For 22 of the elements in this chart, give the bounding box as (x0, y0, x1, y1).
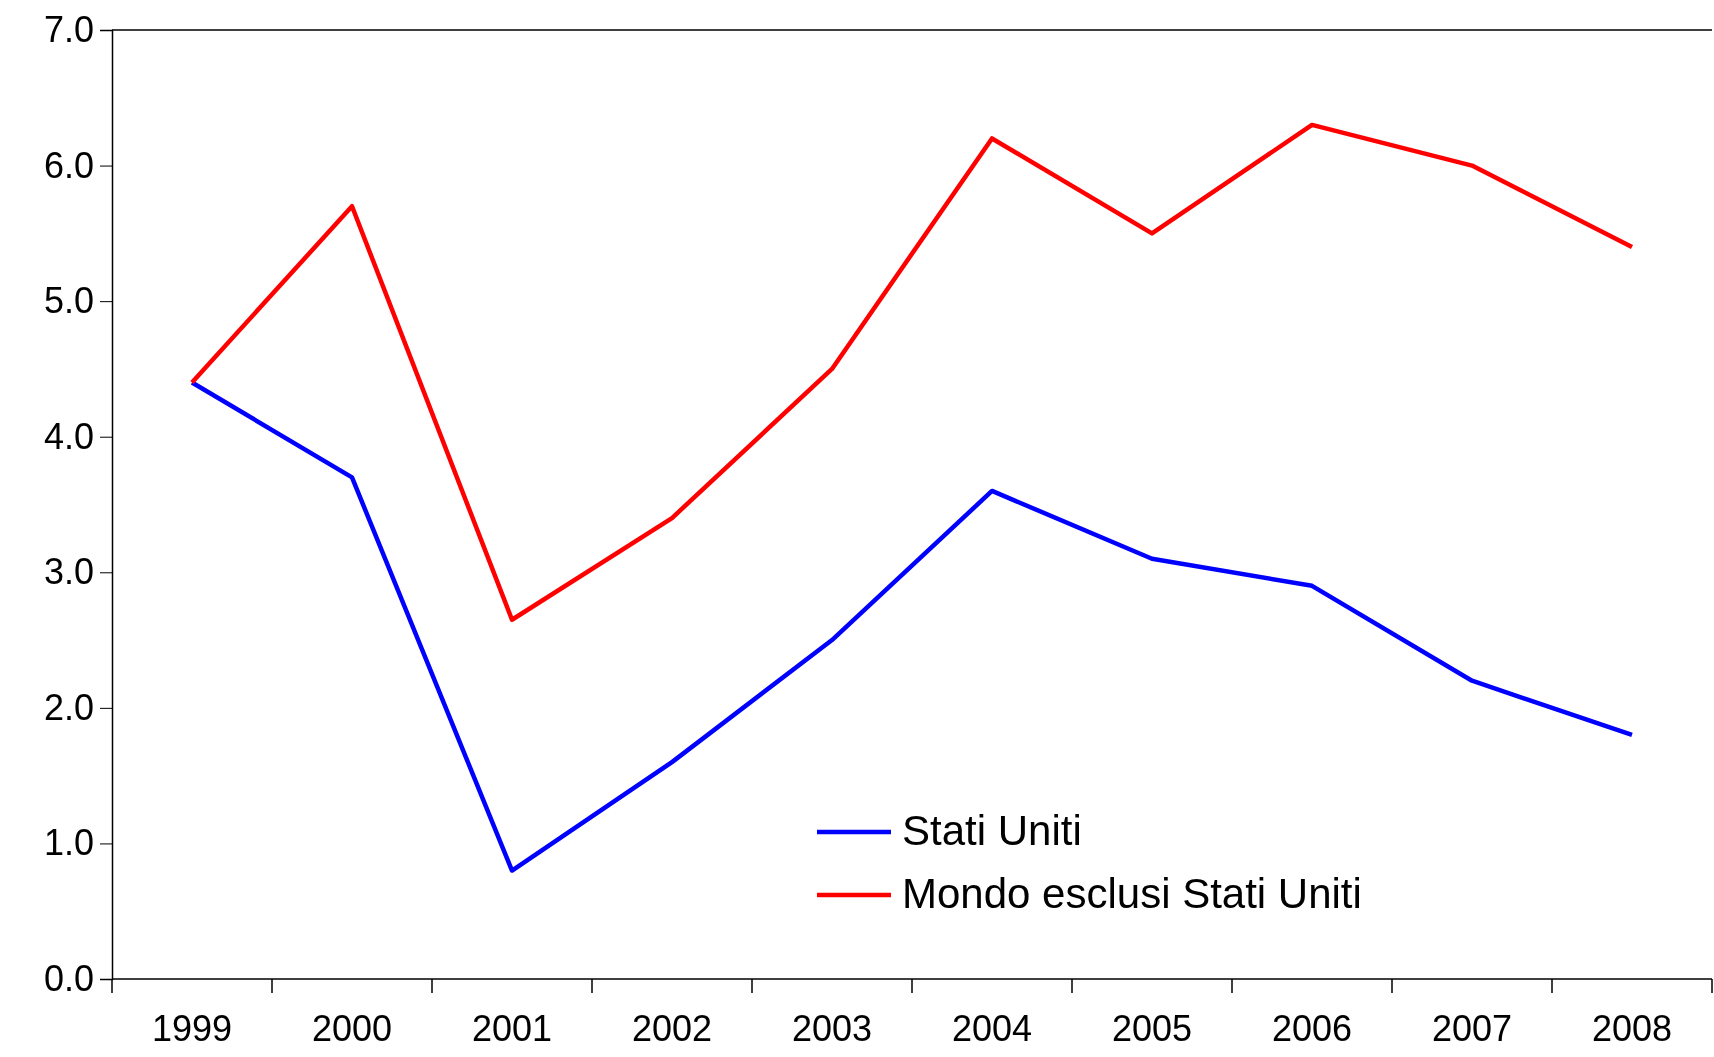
x-tick-label: 2002 (631, 1008, 713, 1049)
x-tick-label: 2007 (1431, 1008, 1513, 1049)
line-series (189, 122, 1635, 622)
y-tick-label: 4.0 (43, 415, 94, 457)
x-tick-label: 2000 (311, 1008, 393, 1049)
x-tick-label: 2003 (791, 1008, 873, 1049)
x-tick-label: 2006 (1271, 1008, 1353, 1049)
line-series (189, 380, 1635, 873)
x-tick-label: 2001 (471, 1008, 553, 1049)
legend-label: Stati Uniti (902, 807, 1082, 854)
x-tick-label: 2004 (951, 1008, 1033, 1049)
legend-label: Mondo esclusi Stati Uniti (902, 870, 1362, 917)
y-tick-label: 3.0 (43, 551, 94, 593)
y-tick-label: 2.0 (43, 686, 94, 728)
y-tick-label: 0.0 (43, 958, 94, 1000)
y-tick-label: 1.0 (43, 822, 94, 864)
x-tick-label: 2008 (1591, 1008, 1673, 1049)
x-tick-label: 2005 (1111, 1008, 1193, 1049)
y-tick-label: 5.0 (43, 280, 94, 322)
y-tick-label: 6.0 (43, 144, 94, 186)
y-tick-label: 7.0 (43, 9, 94, 51)
x-tick-label: 1999 (151, 1008, 233, 1049)
